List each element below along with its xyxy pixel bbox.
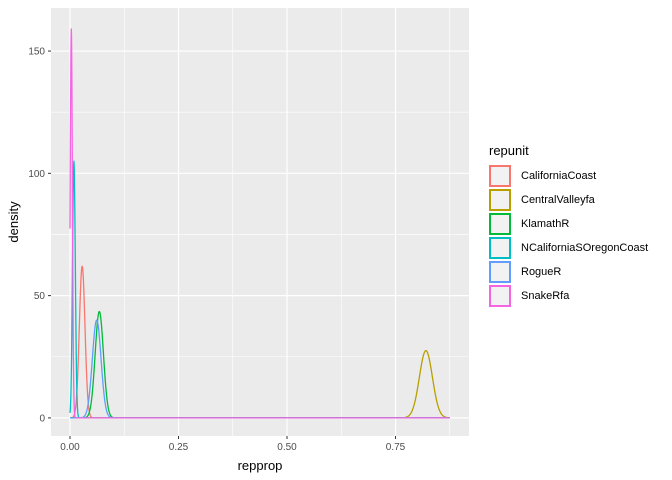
- legend-key-swatch: [489, 189, 511, 211]
- panel-background: [51, 8, 469, 436]
- y-axis-tick-label: 150: [28, 47, 45, 58]
- y-axis-tick-label: 0: [39, 413, 45, 424]
- legend-key-swatch: [489, 285, 511, 307]
- legend-item-label: SnakeRfa: [521, 290, 570, 302]
- legend-item-label: CaliforniaCoast: [521, 170, 597, 182]
- y-axis-title: density: [6, 201, 21, 243]
- y-axis-tick-label: 100: [28, 169, 45, 180]
- legend-item-label: CentralValleyfa: [521, 194, 595, 206]
- x-axis-tick-label: 0.25: [169, 442, 189, 453]
- x-axis-tick-label: 0.00: [60, 442, 80, 453]
- legend-key-swatch: [489, 213, 511, 235]
- legend-item: CaliforniaCoast: [489, 165, 648, 187]
- legend-key-swatch: [489, 261, 511, 283]
- legend: repunit CaliforniaCoast CentralValleyfa …: [489, 143, 648, 309]
- x-axis-tick-label: 0.75: [386, 442, 406, 453]
- x-axis-tick-label: 0.50: [277, 442, 297, 453]
- legend-item: SnakeRfa: [489, 285, 648, 307]
- density-curve-SnakeRfa: [69, 28, 451, 419]
- legend-key-swatch: [489, 237, 511, 259]
- legend-item-label: KlamathR: [521, 218, 570, 230]
- legend-item-label: RogueR: [521, 266, 562, 278]
- y-axis-tick-label: 50: [34, 291, 46, 302]
- legend-item-label: NCaliforniaSOregonCoast: [521, 242, 649, 254]
- legend-title: repunit: [489, 143, 529, 158]
- legend-item: KlamathR: [489, 213, 648, 235]
- legend-item: NCaliforniaSOregonCoast: [489, 237, 648, 259]
- x-axis-title: repprop: [237, 458, 283, 473]
- legend-item: CentralValleyfa: [489, 189, 648, 211]
- legend-key-swatch: [489, 165, 511, 187]
- legend-item: RogueR: [489, 261, 648, 283]
